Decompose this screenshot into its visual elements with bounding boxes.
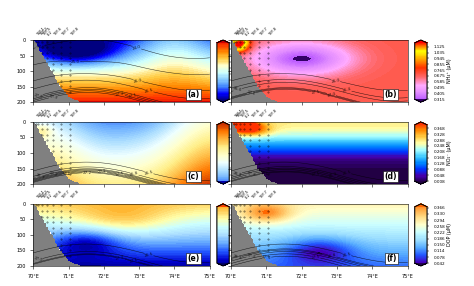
Text: (c): (c) xyxy=(188,172,199,181)
Text: TEP-1: TEP-1 xyxy=(234,27,244,36)
Text: TEP-5: TEP-5 xyxy=(240,190,250,200)
Text: 24.0: 24.0 xyxy=(132,44,142,51)
Text: 27.1: 27.1 xyxy=(260,171,269,176)
Text: 27.0: 27.0 xyxy=(34,257,43,263)
Text: TEP-6: TEP-6 xyxy=(250,27,260,36)
Text: 26.8: 26.8 xyxy=(327,253,337,259)
Text: TEP-8: TEP-8 xyxy=(70,108,80,118)
Text: 27.1: 27.1 xyxy=(246,90,256,96)
Text: TEP-5: TEP-5 xyxy=(42,108,52,118)
Text: TEP-6: TEP-6 xyxy=(250,108,260,118)
Text: TEP-6: TEP-6 xyxy=(250,190,260,200)
Text: TEP-1: TEP-1 xyxy=(234,190,244,200)
Text: 27.0: 27.0 xyxy=(327,92,337,98)
Text: E-2: E-2 xyxy=(245,111,251,118)
Text: TEP-3: TEP-3 xyxy=(38,27,48,36)
Text: E-2: E-2 xyxy=(46,111,54,118)
Text: 26.5: 26.5 xyxy=(144,170,154,176)
Text: 27.2: 27.2 xyxy=(82,171,91,175)
Text: TEP-5: TEP-5 xyxy=(42,27,52,36)
Text: 26.9: 26.9 xyxy=(328,172,337,178)
Text: 27.0: 27.0 xyxy=(246,171,256,177)
Text: TEP-6: TEP-6 xyxy=(53,27,63,36)
Text: 26.5: 26.5 xyxy=(144,251,154,258)
Text: (b): (b) xyxy=(384,90,397,99)
Text: 27.1: 27.1 xyxy=(116,171,125,177)
Text: 26.8: 26.8 xyxy=(129,171,139,177)
Text: TEP-8: TEP-8 xyxy=(70,190,80,200)
Text: TEP-1: TEP-1 xyxy=(36,190,46,200)
Text: TEP-7: TEP-7 xyxy=(258,27,268,36)
Text: 25.0: 25.0 xyxy=(71,59,80,63)
Text: TEP-7: TEP-7 xyxy=(61,108,71,118)
Text: 26.8: 26.8 xyxy=(233,171,243,177)
Text: TEP-5: TEP-5 xyxy=(240,108,250,118)
Text: TEP-8: TEP-8 xyxy=(268,190,278,200)
Text: (a): (a) xyxy=(187,90,199,99)
Text: 24.0: 24.0 xyxy=(35,44,45,50)
Text: 26.5: 26.5 xyxy=(342,170,352,176)
Text: TEP-1: TEP-1 xyxy=(234,108,244,118)
Text: 27.0: 27.0 xyxy=(34,93,43,99)
Text: 26.0: 26.0 xyxy=(331,78,341,84)
Text: 27.1: 27.1 xyxy=(311,254,321,260)
Text: 26.5: 26.5 xyxy=(342,251,352,258)
Text: 27.1: 27.1 xyxy=(98,170,107,174)
Text: TEP-1: TEP-1 xyxy=(36,27,46,36)
Text: 26.0: 26.0 xyxy=(133,78,143,84)
Text: 26.6: 26.6 xyxy=(233,87,243,93)
Text: TEP-7: TEP-7 xyxy=(61,27,71,36)
Text: 27.2: 27.2 xyxy=(116,92,125,98)
Text: TEP-7: TEP-7 xyxy=(258,108,268,118)
Text: 27.1: 27.1 xyxy=(128,93,137,99)
Text: 27.1: 27.1 xyxy=(311,90,321,95)
Text: 26.9: 26.9 xyxy=(233,255,243,261)
Text: TEP-3: TEP-3 xyxy=(237,27,246,36)
Text: TEP-3: TEP-3 xyxy=(38,190,48,200)
Text: TEP-8: TEP-8 xyxy=(268,27,278,36)
Text: E-2: E-2 xyxy=(245,29,251,36)
Text: E-2: E-2 xyxy=(245,193,251,200)
Text: TEP-5: TEP-5 xyxy=(240,27,250,36)
Text: (e): (e) xyxy=(187,254,199,263)
Text: TEP-8: TEP-8 xyxy=(268,108,278,118)
Text: 26.4: 26.4 xyxy=(342,87,352,93)
Text: TEP-6: TEP-6 xyxy=(53,190,63,200)
Text: 27.1: 27.1 xyxy=(311,172,321,177)
Text: TEP-6: TEP-6 xyxy=(53,108,63,118)
Text: E-2: E-2 xyxy=(46,29,54,36)
Text: TEP-1: TEP-1 xyxy=(36,108,46,118)
Text: 26.5: 26.5 xyxy=(144,88,154,94)
Text: 27.1: 27.1 xyxy=(62,171,72,176)
Text: TEP-7: TEP-7 xyxy=(61,190,71,200)
Text: TEP-3: TEP-3 xyxy=(38,108,48,118)
Text: (f): (f) xyxy=(387,254,397,263)
Text: 27.0: 27.0 xyxy=(246,253,256,259)
Text: 27.2: 27.2 xyxy=(116,255,125,261)
Text: 26.9: 26.9 xyxy=(35,173,45,180)
Text: TEP-5: TEP-5 xyxy=(42,190,52,200)
Text: 27.3: 27.3 xyxy=(262,255,272,260)
Text: (d): (d) xyxy=(384,172,397,181)
Text: E-2: E-2 xyxy=(46,193,54,200)
Text: 27.3: 27.3 xyxy=(48,94,58,100)
Text: TEP-3: TEP-3 xyxy=(237,108,246,118)
Text: 27.0: 27.0 xyxy=(48,171,58,177)
Text: TEP-3: TEP-3 xyxy=(237,190,246,200)
Text: TEP-7: TEP-7 xyxy=(258,190,268,200)
Text: 27.1: 27.1 xyxy=(129,258,139,264)
Text: TEP-8: TEP-8 xyxy=(70,27,80,36)
